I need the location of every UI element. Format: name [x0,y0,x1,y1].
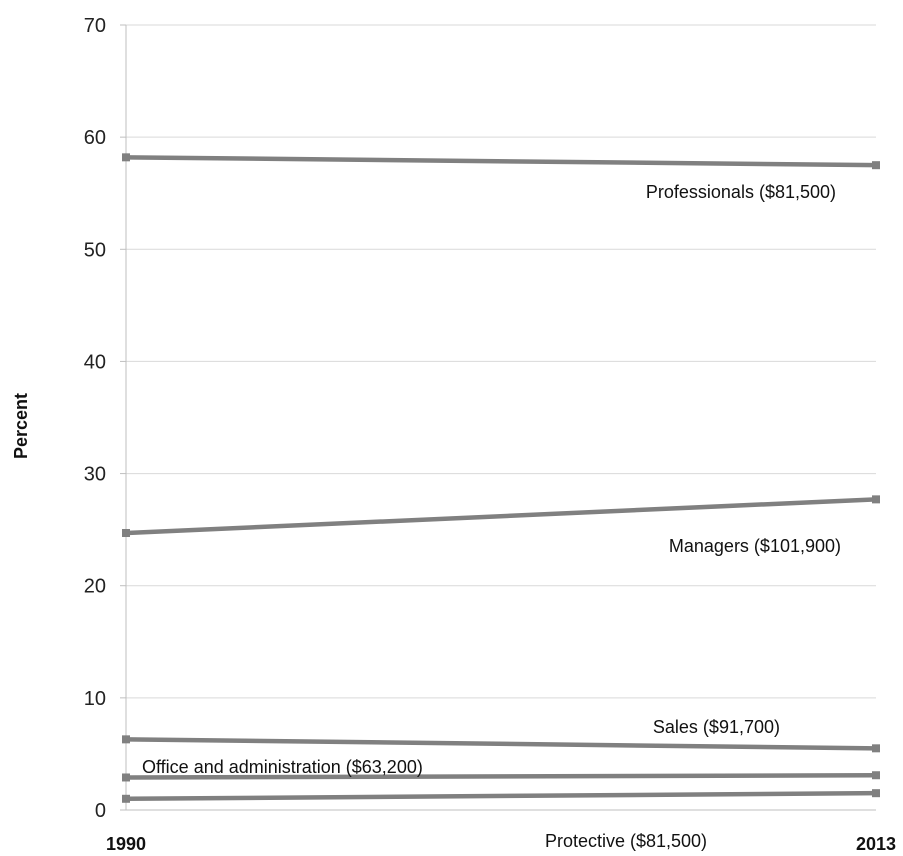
y-tick-label: 50 [84,239,106,261]
axes: 0 10 20 30 40 50 60 70 1990 2013 [84,15,896,854]
y-tick-label: 30 [84,464,106,486]
gridlines [126,24,876,699]
data-point [872,495,880,504]
data-point [122,794,130,803]
y-tick-label: 70 [84,15,106,37]
series-label: Sales ($91,700) [653,717,780,737]
series-line [125,737,877,751]
series-label: Office and administration ($63,200) [142,757,423,777]
y-tick-label: 20 [84,576,106,598]
data-point [872,744,880,753]
data-point [872,161,880,170]
y-tick-label: 40 [84,351,106,373]
series-line [125,790,877,802]
data-point [122,773,130,782]
y-tick-label: 0 [95,800,106,822]
data-point [122,529,130,538]
series-line [125,497,877,536]
y-tick-label: 60 [84,127,106,149]
series-label: Professionals ($81,500) [646,182,836,202]
data-point [872,789,880,798]
y-axis-label: Percent [11,393,31,459]
x-tick-label: 1990 [106,834,146,854]
data-point [122,153,130,162]
x-tick-label: 2013 [856,834,896,854]
data-point [872,771,880,780]
series-line [125,155,877,168]
y-tick-label: 10 [84,688,106,710]
series-labels: Professionals ($81,500) Managers ($101,90… [142,182,841,851]
series-lines [122,153,880,803]
series-label: Managers ($101,900) [669,536,841,556]
series-line [125,772,877,780]
data-point [122,735,130,744]
series-label: Protective ($81,500) [545,831,707,851]
